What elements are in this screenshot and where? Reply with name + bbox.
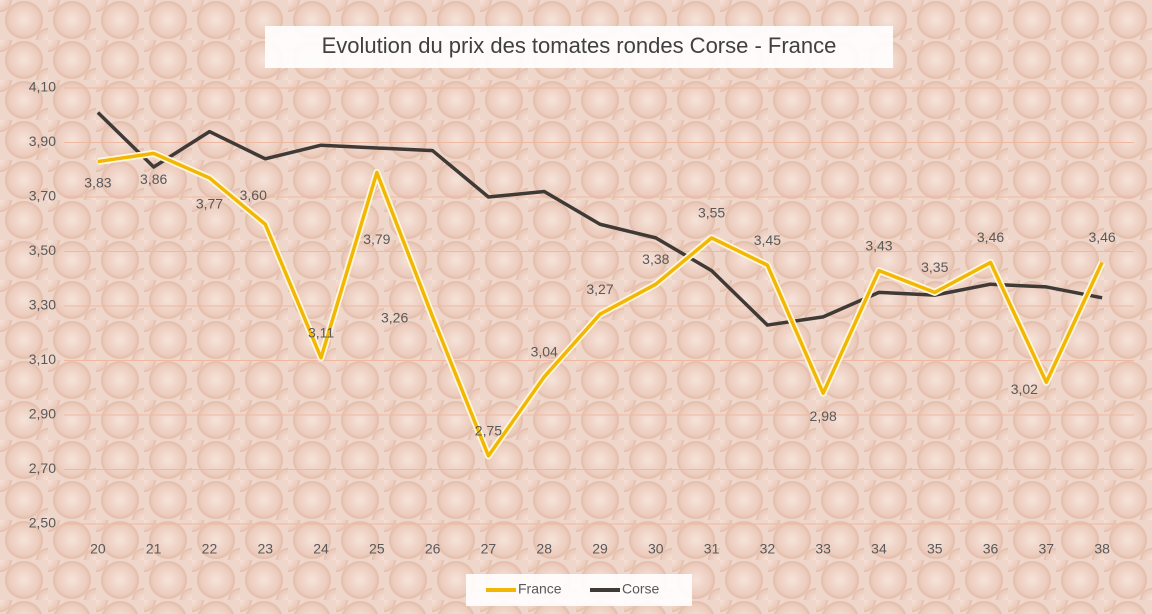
- x-tick-label: 25: [369, 541, 385, 557]
- data-label: 3,86: [140, 171, 167, 187]
- x-tick-label: 32: [760, 541, 776, 557]
- x-tick-label: 22: [202, 541, 218, 557]
- data-label: 2,98: [810, 408, 837, 424]
- data-label: 3,79: [363, 231, 390, 247]
- data-label: 2,75: [475, 423, 502, 439]
- data-label: 3,26: [381, 310, 408, 326]
- y-tick-label: 2,70: [29, 460, 56, 476]
- y-tick-label: 4,10: [29, 79, 56, 95]
- data-label: 3,27: [586, 281, 613, 297]
- x-tick-label: 33: [815, 541, 831, 557]
- x-tick-label: 30: [648, 541, 664, 557]
- data-label: 3,83: [84, 174, 111, 190]
- data-label: 3,02: [1011, 381, 1038, 397]
- x-tick-label: 36: [983, 541, 999, 557]
- y-tick-label: 2,50: [29, 515, 56, 531]
- x-tick-label: 29: [592, 541, 608, 557]
- x-tick-label: 35: [927, 541, 943, 557]
- y-tick-label: 3,30: [29, 297, 56, 313]
- data-label: 3,46: [977, 229, 1004, 245]
- x-tick-label: 28: [536, 541, 552, 557]
- y-tick-label: 2,90: [29, 406, 56, 422]
- x-tick-label: 31: [704, 541, 720, 557]
- x-tick-label: 24: [313, 541, 329, 557]
- x-tick-label: 20: [90, 541, 106, 557]
- y-tick-label: 3,90: [29, 133, 56, 149]
- data-label: 3,11: [308, 324, 334, 340]
- x-tick-label: 21: [146, 541, 162, 557]
- background: [0, 0, 1152, 614]
- chart: Evolution du prix des tomates rondes Cor…: [0, 0, 1152, 614]
- data-label: 3,04: [531, 344, 558, 360]
- y-tick-label: 3,70: [29, 188, 56, 204]
- x-tick-label: 27: [481, 541, 497, 557]
- x-tick-label: 26: [425, 541, 441, 557]
- x-tick-label: 23: [257, 541, 273, 557]
- data-label: 3,43: [865, 237, 892, 253]
- chart-title: Evolution du prix des tomates rondes Cor…: [322, 33, 837, 58]
- data-label: 3,77: [196, 196, 223, 212]
- data-label: 3,35: [921, 259, 948, 275]
- data-label: 3,55: [698, 205, 725, 221]
- x-tick-label: 37: [1039, 541, 1055, 557]
- y-tick-label: 3,50: [29, 242, 56, 258]
- legend-label: France: [518, 581, 562, 597]
- x-tick-label: 38: [1094, 541, 1110, 557]
- legend-label: Corse: [622, 581, 660, 597]
- x-tick-label: 34: [871, 541, 887, 557]
- data-label: 3,60: [240, 187, 267, 203]
- y-tick-label: 3,10: [29, 351, 56, 367]
- data-label: 3,45: [754, 232, 781, 248]
- data-label: 3,46: [1088, 229, 1115, 245]
- data-label: 3,38: [642, 251, 669, 267]
